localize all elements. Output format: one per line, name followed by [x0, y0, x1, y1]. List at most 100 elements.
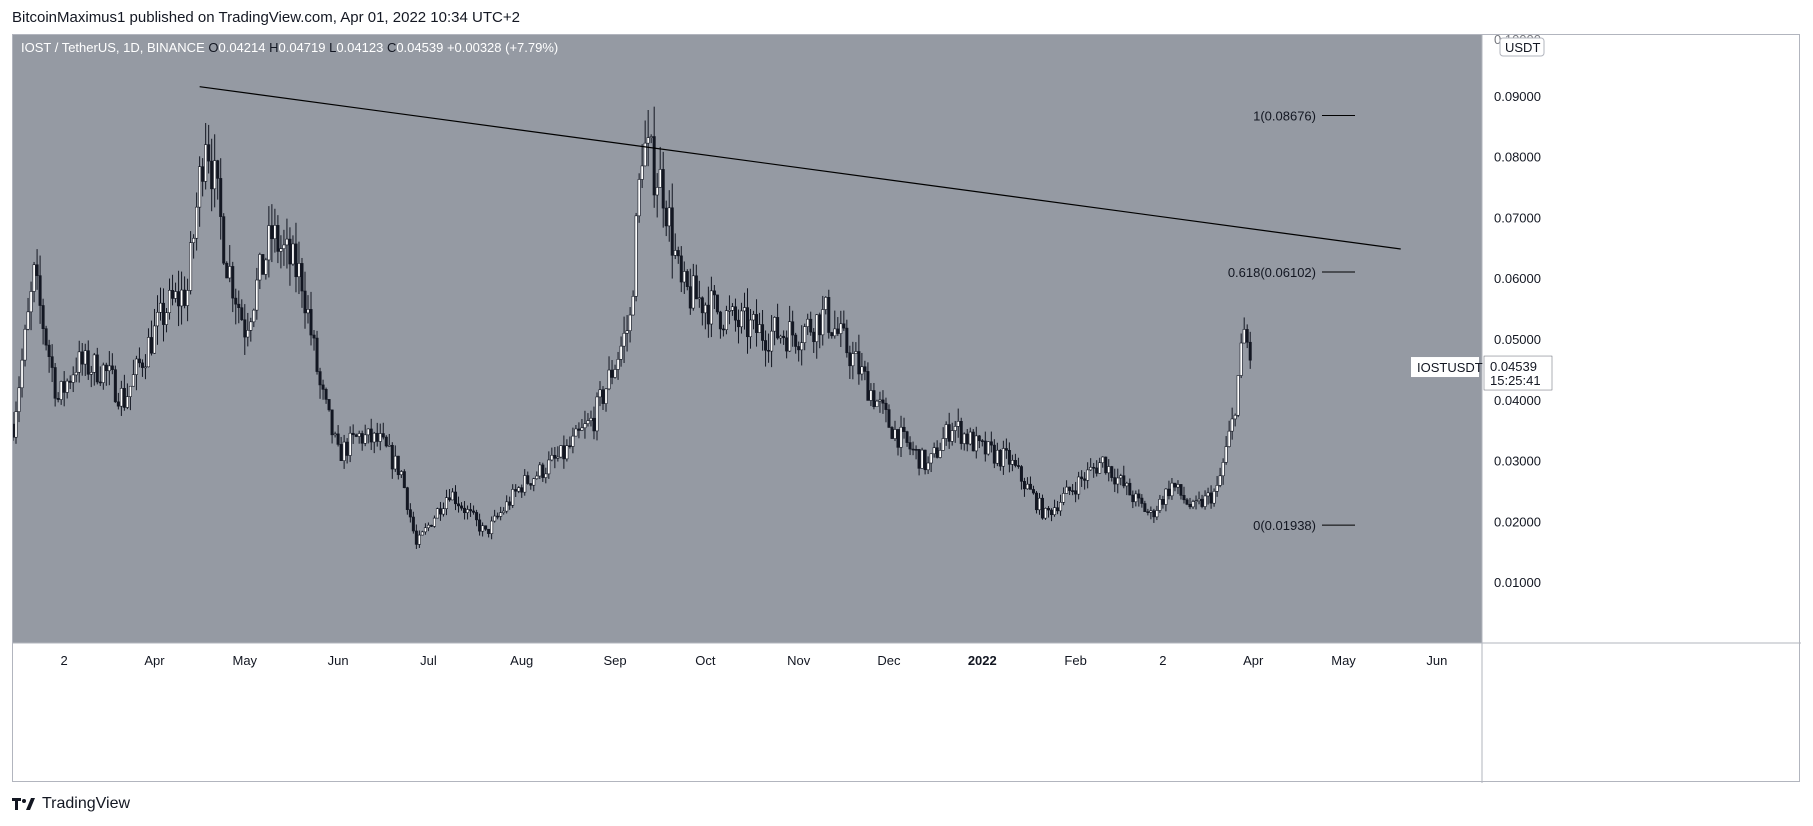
candle-body	[234, 297, 238, 305]
candle-body	[1164, 488, 1168, 505]
candle-body	[1013, 460, 1017, 466]
fib-level-label: 1(0.08676)	[1253, 108, 1316, 123]
candle-body	[742, 307, 746, 312]
candle-body	[417, 534, 421, 545]
candle-body	[1044, 508, 1048, 519]
candle-body	[493, 515, 497, 522]
candle-body	[285, 238, 289, 246]
candle-body	[267, 225, 271, 261]
legend-part: O	[208, 40, 218, 55]
candle-body	[56, 397, 60, 400]
candle-body	[610, 369, 614, 378]
x-tick-label: 2	[1159, 653, 1166, 668]
currency-badge[interactable]	[1499, 37, 1545, 57]
candle-body	[541, 464, 545, 478]
candle-body	[1031, 489, 1035, 494]
candle-body	[1188, 503, 1192, 508]
candle-body	[944, 424, 948, 439]
candle-body	[14, 411, 18, 438]
candle-body	[162, 302, 166, 325]
candle-body	[661, 169, 665, 209]
candle-body	[664, 207, 668, 227]
candle-body	[583, 423, 587, 429]
candle-body	[926, 462, 930, 471]
candle-body	[806, 318, 810, 327]
candle-body	[1080, 476, 1084, 480]
legend-part: 0.04123	[336, 40, 387, 55]
candle-body	[592, 417, 596, 432]
candle-body	[62, 381, 66, 393]
candle-body	[1170, 482, 1174, 497]
candle-body	[788, 321, 792, 352]
candle-body	[116, 401, 120, 407]
candle-body	[517, 487, 521, 492]
y-tick-label: 0.03000	[1494, 454, 1541, 469]
candle-body	[935, 447, 939, 458]
candle-body	[851, 353, 855, 367]
candle-body	[59, 381, 63, 400]
candle-body	[908, 442, 912, 450]
candle-body	[601, 389, 605, 404]
candle-body	[911, 448, 915, 451]
candle-body	[312, 334, 316, 339]
currency-badge-text: USDT	[1505, 40, 1540, 55]
candle-body	[186, 290, 190, 306]
candle-body	[782, 335, 786, 339]
candle-body	[107, 365, 111, 372]
candle-body	[739, 310, 743, 328]
candle-body	[240, 307, 244, 321]
candle-body	[607, 369, 611, 390]
candle-body	[192, 237, 196, 243]
candle-body	[159, 302, 163, 313]
candle-body	[399, 471, 403, 476]
y-tick-label: 0.08000	[1494, 150, 1541, 165]
candle-body	[634, 215, 638, 297]
candle-body	[1037, 497, 1041, 511]
y-tick-label: 0.07000	[1494, 210, 1541, 225]
footer-brand[interactable]: TradingView	[12, 795, 130, 813]
candle-body	[487, 528, 491, 534]
last-price-box	[1483, 355, 1553, 391]
x-tick-label: Nov	[787, 653, 811, 668]
candle-body	[920, 449, 924, 469]
candle-body	[345, 441, 349, 456]
candle-body	[718, 311, 722, 330]
candle-body	[1212, 491, 1216, 504]
price-chart[interactable]: 0.01000 0.02000 0.03000 0.04000 0.05000 0.060…	[13, 35, 1801, 783]
candle-body	[74, 371, 78, 376]
candle-body	[842, 323, 846, 329]
candle-body	[914, 449, 918, 451]
x-tick-label: Sep	[603, 653, 626, 668]
candle-body	[110, 365, 114, 370]
candle-body	[622, 332, 626, 347]
candle-body	[1122, 475, 1126, 487]
candle-body	[1077, 476, 1081, 495]
candle-body	[122, 387, 126, 408]
chart-frame[interactable]: 0.01000 0.02000 0.03000 0.04000 0.05000 0.060…	[12, 34, 1801, 783]
candle-body	[180, 289, 184, 307]
candle-body	[140, 362, 144, 368]
candle-body	[881, 399, 885, 404]
x-tick-label: Feb	[1064, 653, 1086, 668]
candle-body	[830, 332, 834, 337]
candle-body	[222, 216, 226, 264]
publisher-line: BitcoinMaximus1 published on TradingView…	[12, 9, 520, 26]
candle-body	[23, 328, 27, 361]
candle-body	[1167, 488, 1171, 497]
candle-body	[848, 352, 852, 367]
candle-body	[1022, 481, 1026, 490]
candle-body	[953, 426, 957, 431]
candle-body	[219, 178, 223, 217]
candle-body	[860, 366, 864, 375]
candle-body	[1194, 500, 1198, 503]
candle-body	[273, 225, 277, 240]
candle-body	[724, 310, 728, 330]
candle-body	[86, 350, 90, 375]
candle-body	[1001, 448, 1005, 467]
resistance-trendline[interactable]	[199, 86, 1401, 250]
candle-body	[1034, 492, 1038, 511]
candle-body	[432, 517, 436, 527]
candle-body	[149, 337, 153, 354]
candle-body	[559, 445, 563, 458]
candle-body	[1004, 448, 1008, 451]
